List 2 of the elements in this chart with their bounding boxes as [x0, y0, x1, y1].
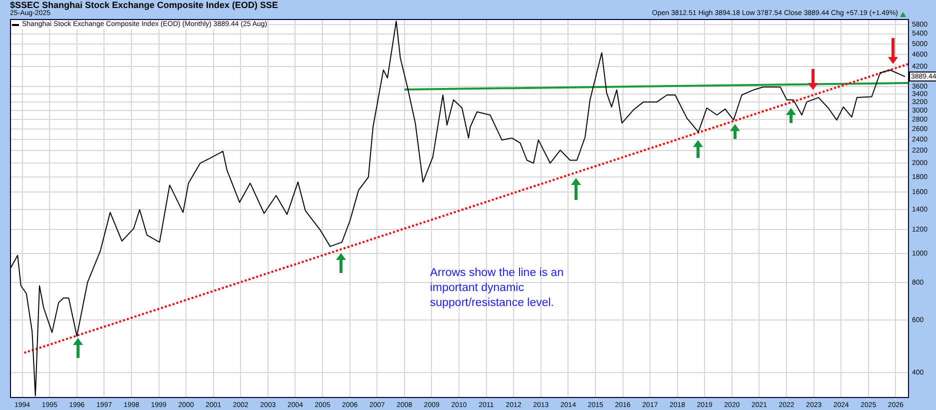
chart-title: $SSEC Shanghai Stock Exchange Composite Index (EOD) SSE	[10, 0, 278, 10]
annotation: Arrows show the line is an important dynamic support/resistance level.	[430, 266, 565, 311]
